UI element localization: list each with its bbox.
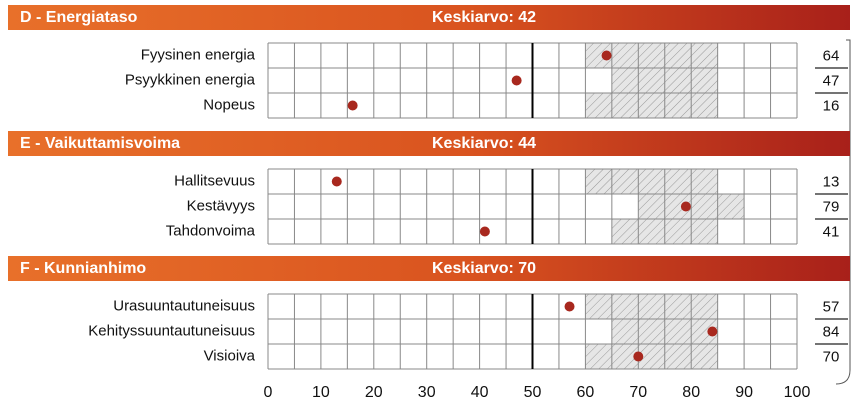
- value-label: 84: [823, 323, 840, 340]
- bracket: [835, 39, 851, 385]
- section-header: [8, 5, 850, 30]
- dot: [601, 50, 612, 61]
- row-label: Visioiva: [204, 347, 256, 364]
- dot: [680, 201, 691, 212]
- dot: [331, 176, 342, 187]
- x-tick-label: 90: [735, 384, 753, 401]
- value-label: 47: [823, 72, 840, 89]
- x-tick-label: 30: [418, 384, 436, 401]
- section-average: Keskiarvo: 44: [432, 135, 536, 152]
- value-label: 57: [823, 298, 840, 315]
- value-label: 16: [823, 97, 840, 114]
- row-label: Kehityssuuntautuneisuus: [88, 322, 255, 339]
- x-tick-label: 0: [264, 384, 273, 401]
- section-average: Keskiarvo: 70: [432, 260, 536, 277]
- x-tick-label: 70: [629, 384, 647, 401]
- section-header: [8, 256, 850, 281]
- dot: [707, 326, 718, 337]
- dot: [564, 301, 575, 312]
- norm-range: [585, 93, 718, 118]
- row-label: Kestävyys: [187, 197, 255, 214]
- x-tick-label: 50: [524, 384, 542, 401]
- x-tick-label: 100: [784, 384, 811, 401]
- section-average: Keskiarvo: 42: [432, 9, 536, 26]
- section-title: D - Energiataso: [20, 9, 138, 26]
- section-header: [8, 131, 850, 156]
- x-tick-label: 60: [577, 384, 595, 401]
- row-label: Hallitsevuus: [174, 172, 255, 189]
- dot: [347, 100, 358, 111]
- norm-range: [585, 344, 718, 369]
- norm-range: [585, 294, 718, 319]
- row-label: Fyysinen energia: [141, 46, 256, 63]
- value-label: 64: [823, 47, 840, 64]
- row-label: Nopeus: [203, 96, 255, 113]
- norm-range: [585, 169, 718, 194]
- section-title: E - Vaikuttamisvoima: [20, 135, 180, 152]
- dot: [633, 351, 644, 362]
- value-label: 70: [823, 348, 840, 365]
- value-label: 13: [823, 173, 840, 190]
- dot: [479, 226, 490, 237]
- x-tick-label: 80: [682, 384, 700, 401]
- x-tick-label: 20: [365, 384, 383, 401]
- value-label: 41: [823, 223, 840, 240]
- dot: [511, 75, 522, 86]
- row-label: Psyykkinen energia: [125, 71, 256, 88]
- value-label: 79: [823, 198, 840, 215]
- x-tick-label: 40: [471, 384, 489, 401]
- row-label: Urasuuntautuneisuus: [113, 297, 255, 314]
- row-label: Tahdonvoima: [166, 222, 256, 239]
- section-title: F - Kunnianhimo: [20, 260, 146, 277]
- x-tick-label: 10: [312, 384, 330, 401]
